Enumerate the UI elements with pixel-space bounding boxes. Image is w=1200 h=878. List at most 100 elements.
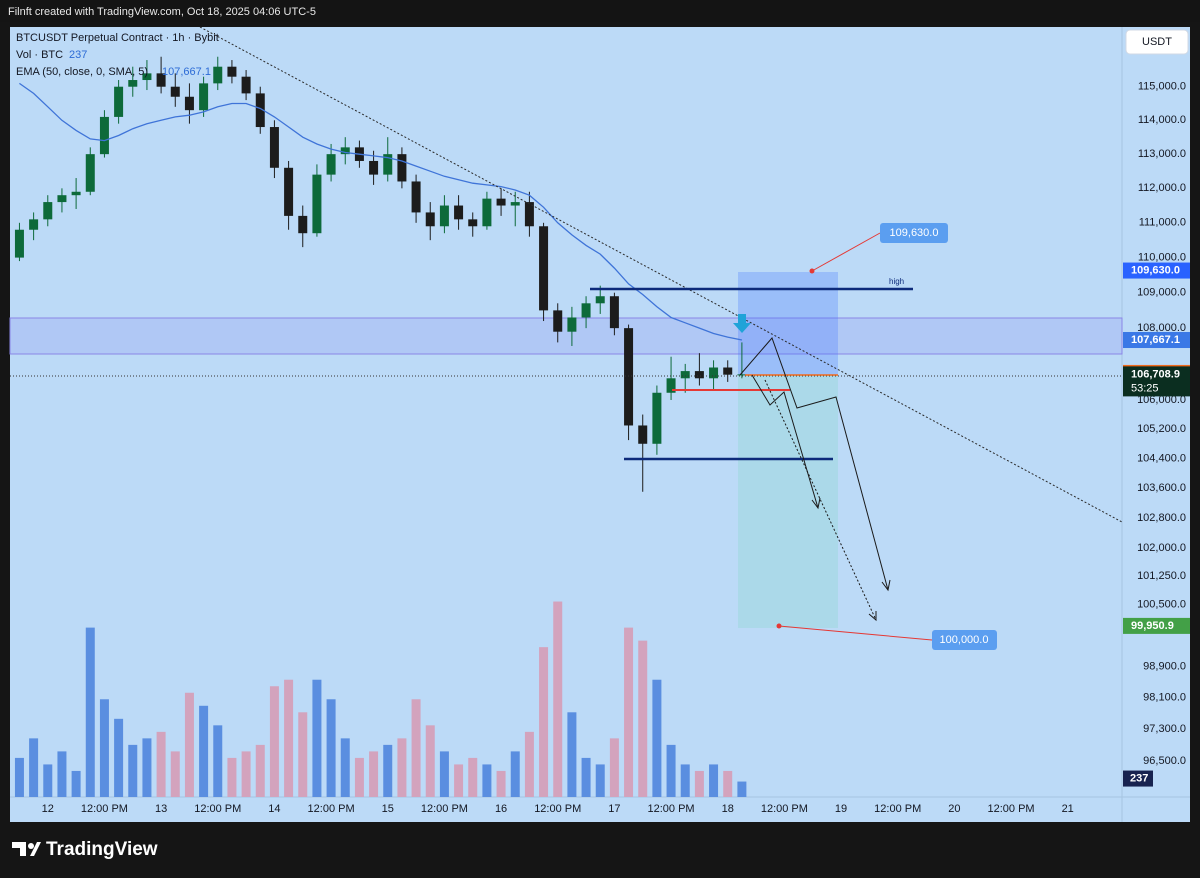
volume-bar <box>227 757 237 797</box>
volume-bar <box>553 601 563 797</box>
x-tick-label: 12:00 PM <box>194 803 241 815</box>
legend-symbol: BTCUSDT Perpetual Contract · 1h · Bybit <box>16 32 219 44</box>
y-tick-label: 113,000.0 <box>1138 148 1186 160</box>
volume-bar <box>14 757 24 797</box>
x-tick-label: 12:00 PM <box>761 803 808 815</box>
candle-body <box>71 191 81 196</box>
candle-body <box>340 147 350 155</box>
volume-bar <box>723 770 733 797</box>
volume-bar <box>184 692 194 797</box>
candle-body <box>510 202 520 206</box>
brand-logo <box>12 842 41 856</box>
projection-path <box>751 374 819 509</box>
volume-bar <box>114 718 124 797</box>
credit: Filnft created with TradingView.com, Oct… <box>8 6 316 18</box>
volume-bar <box>85 627 95 797</box>
chart-background <box>10 27 1190 822</box>
volume-bar <box>29 738 39 797</box>
x-tick-label: 12:00 PM <box>308 803 355 815</box>
down-arrow-icon <box>733 314 751 333</box>
volume-bar <box>454 764 464 797</box>
volume-bar <box>255 744 265 797</box>
price-label-box <box>1123 617 1190 634</box>
volume-bar <box>397 738 407 797</box>
volume-bar <box>439 751 449 797</box>
volume-bar <box>638 640 648 797</box>
volume-bar <box>269 686 279 797</box>
volume-bar <box>298 712 308 797</box>
volume-bar <box>567 712 577 797</box>
y-tick-label: 100,500.0 <box>1137 599 1186 611</box>
ema-line <box>19 82 743 341</box>
candle-body <box>694 371 704 379</box>
x-tick-label: 14 <box>268 803 280 815</box>
currency-text[interactable]: USDT <box>1142 36 1172 48</box>
y-tick-label: 96,500.0 <box>1143 755 1186 767</box>
volume-bar <box>156 731 166 797</box>
y-tick-label: 112,000.0 <box>1138 182 1186 194</box>
candle-body <box>468 219 478 227</box>
x-tick-label: 12 <box>42 803 54 815</box>
volume-label-box <box>1123 770 1153 787</box>
legend-volume: Vol · BTC <box>16 49 63 61</box>
candle-body <box>170 86 180 97</box>
volume-bar <box>624 627 634 797</box>
volume-bar <box>71 770 81 797</box>
price-label: 99,950.9 <box>1131 620 1174 632</box>
price-label-box <box>1123 262 1190 279</box>
top-bar <box>0 0 1200 22</box>
y-tick-label: 101,250.0 <box>1137 570 1186 582</box>
candle-body <box>99 116 109 155</box>
brand-name: TradingView <box>46 839 158 860</box>
currency-button[interactable] <box>1125 29 1189 55</box>
volume-bar <box>652 679 662 797</box>
callout-text: 109,630.0 <box>890 227 939 239</box>
y-tick-label: 104,400.0 <box>1137 452 1186 464</box>
footer <box>0 822 1200 878</box>
candle-body <box>156 73 166 87</box>
volume-bar <box>666 744 676 797</box>
y-tick-label: 106,000.0 <box>1137 394 1186 406</box>
legend-volume-value: 237 <box>69 49 87 61</box>
arrow-head <box>881 579 891 592</box>
callout-text: 100,000.0 <box>940 634 989 646</box>
volume-bar <box>142 738 152 797</box>
x-tick-label: 19 <box>835 803 847 815</box>
candle-body <box>326 154 336 175</box>
candle-body <box>57 195 67 203</box>
volume-bar <box>737 781 747 797</box>
candle-body <box>227 66 237 77</box>
candle-body <box>397 154 407 182</box>
candle-body <box>482 198 492 227</box>
y-tick-label: 102,000.0 <box>1137 542 1186 554</box>
callout-box <box>880 223 948 243</box>
legend-ema-value: 107,667.1 <box>162 66 211 78</box>
x-tick-label: 21 <box>1062 803 1074 815</box>
countdown-label: 53:25 <box>1131 382 1159 394</box>
volume-bar <box>510 751 520 797</box>
price-label-box <box>1123 366 1190 397</box>
y-tick-label: 109,000.0 <box>1137 287 1186 299</box>
projection-path <box>739 337 889 591</box>
volume-bar <box>468 757 478 797</box>
candle-body <box>269 127 279 168</box>
candle-body <box>411 181 421 213</box>
volume-bar <box>496 770 506 797</box>
candle-body <box>581 303 591 318</box>
candle-body <box>369 160 379 175</box>
volume-bar <box>354 757 364 797</box>
x-tick-label: 20 <box>948 803 960 815</box>
volume-bar <box>43 764 53 797</box>
candle-body <box>737 374 747 376</box>
candle-body <box>638 425 648 444</box>
volume-bar <box>609 738 619 797</box>
volume-bar <box>213 725 223 797</box>
candle-body <box>184 96 194 111</box>
volume-bar <box>411 699 421 797</box>
volume-bar <box>369 751 379 797</box>
callout-box <box>932 630 997 650</box>
y-tick-label: 102,800.0 <box>1137 512 1186 524</box>
candle-body <box>383 154 393 175</box>
y-tick-label: 110,000.0 <box>1138 252 1186 264</box>
volume-bar <box>199 705 209 797</box>
